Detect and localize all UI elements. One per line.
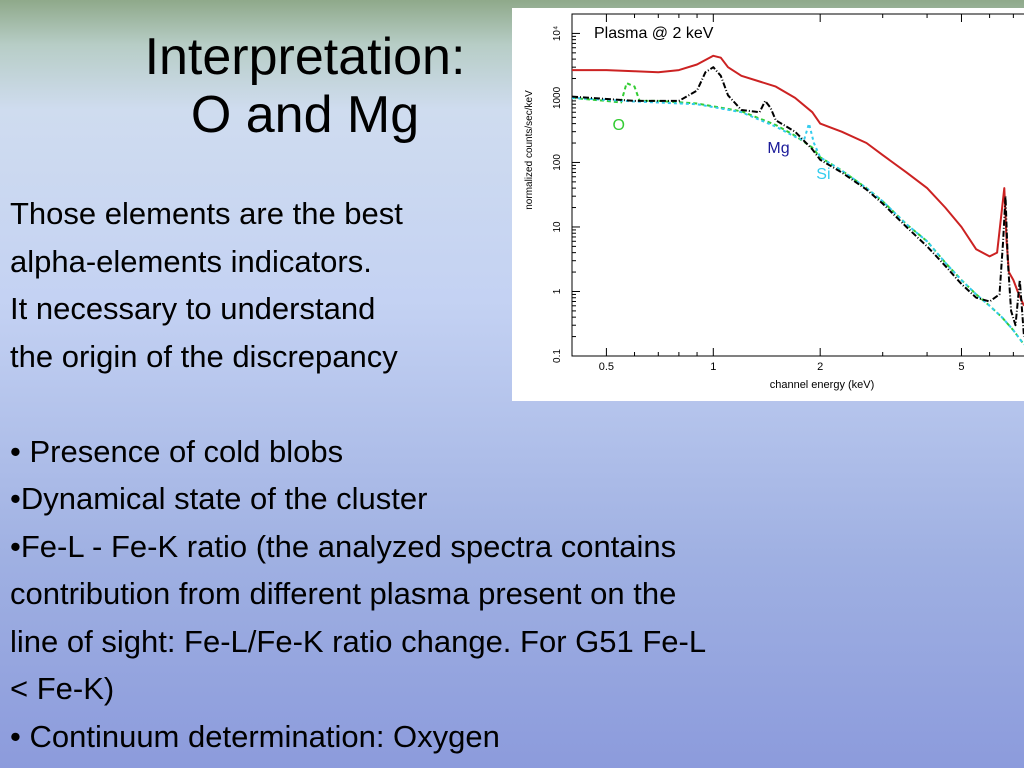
slide-title: Interpretation: O and Mg [90,28,520,144]
element-annotation: Mg [767,140,789,157]
slide-body: Those elements are the best alpha-elemen… [10,190,1010,760]
y-tick-label: 10 [552,221,563,233]
spectrum-plot-svg: 0.5 1 2 5 0.1 1 10 100 1000 10⁴ channel energy (k… [524,13,1024,391]
x-tick-label: 2 [817,361,823,373]
x-tick-label: 1 [710,361,716,373]
y-tick-label: 1000 [552,86,563,109]
bullet-item-continuation: contribution from different plasma prese… [10,576,677,611]
y-tick-label: 100 [552,154,563,171]
bullet-item-continuation: < Fe-K) [10,671,115,706]
bullet-item: •Fe-L - Fe-K ratio (the analyzed spectra… [10,528,677,564]
body-line: It necessary to understand [10,291,376,326]
series-line [572,82,1024,346]
series-line [572,54,1024,307]
body-line: Those elements are the best [10,196,403,231]
series-line [572,96,1024,346]
y-axis-label: normalized counts/sec/keV [524,90,535,210]
series-line [572,66,1024,337]
y-tick-label: 10⁴ [552,26,563,41]
plot-frame [571,13,1024,357]
body-line: the origin of the discrepancy [10,338,398,374]
y-tick-label: 0.1 [552,349,563,363]
y-tick-label: 1 [552,288,563,294]
bullet-item: •Dynamical state of the cluster [10,481,428,516]
x-tick-label: 5 [958,361,964,373]
bullet-item-continuation: line of sight: Fe-L/Fe-K ratio change. F… [10,623,707,659]
chart-title: Plasma @ 2 keV [594,25,714,42]
x-tick-label: 0.5 [599,361,614,373]
slide-title-line-2: O and Mg [190,86,420,144]
spectrum-chart: 0.5 1 2 5 0.1 1 10 100 1000 10⁴ channel energy (k… [512,8,1024,401]
bullet-item: • Continuum determination: Oxygen [10,718,500,754]
body-line: alpha-elements indicators. [10,243,372,279]
slide-title-line-1: Interpretation: [144,28,466,86]
element-annotation: O [612,117,624,134]
x-axis-label: channel energy (keV) [770,379,875,391]
element-annotation: Si [816,166,830,183]
bullet-item: • Presence of cold blobs [10,433,344,469]
